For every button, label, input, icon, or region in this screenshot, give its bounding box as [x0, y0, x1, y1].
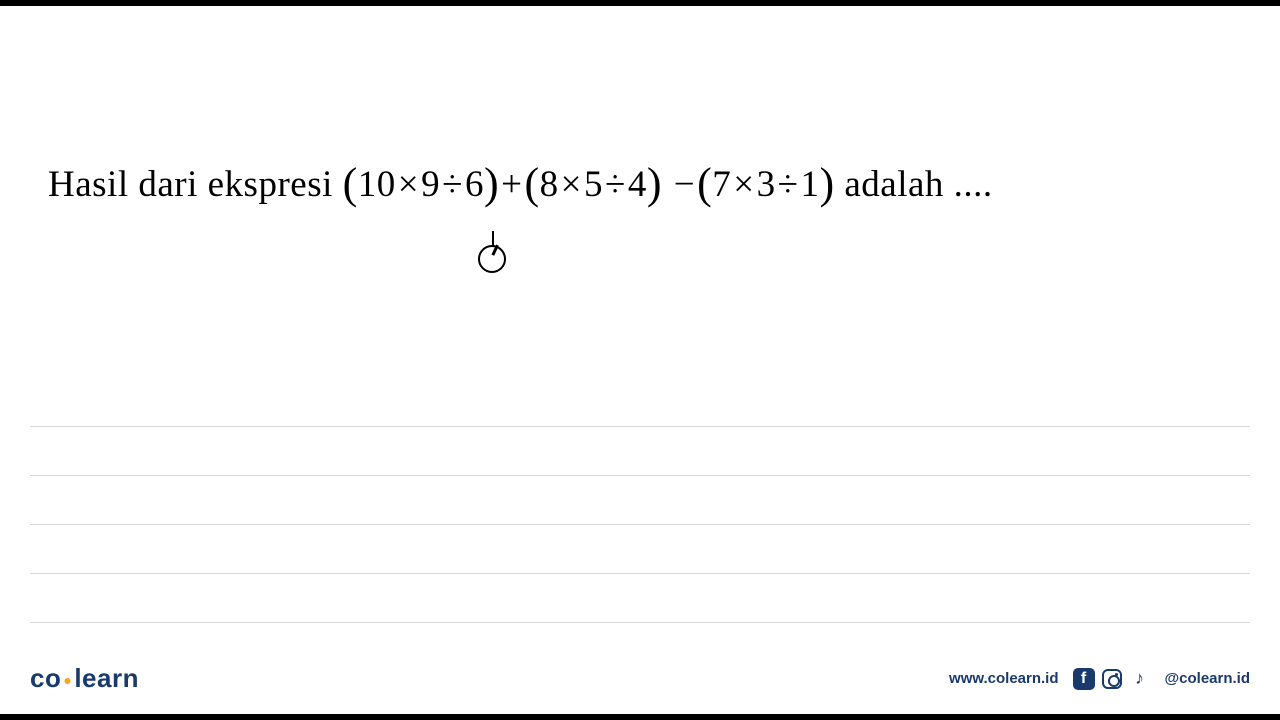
footer: co●learn www.colearn.id f ♪ @colearn.id	[30, 663, 1250, 694]
facebook-icon: f	[1073, 668, 1095, 690]
annotation-circle	[478, 245, 506, 273]
main-frame: Hasil dari ekspresi (10×9÷6)+(8×5÷4) −(7…	[0, 6, 1280, 714]
expr3-b: 3	[757, 164, 776, 205]
social-handle: @colearn.id	[1165, 670, 1250, 687]
mult-1: ×	[398, 164, 419, 205]
question-prefix: Hasil dari ekspresi	[48, 164, 343, 205]
expr2-c: 4	[628, 164, 647, 205]
logo-dot: ●	[63, 672, 72, 688]
lparen-2: (	[525, 159, 540, 208]
ruled-line	[30, 573, 1250, 574]
logo-part2: learn	[74, 663, 139, 693]
colearn-logo: co●learn	[30, 663, 139, 694]
expr3-a: 7	[712, 164, 731, 205]
annotation-stem	[492, 231, 494, 246]
expr2-b: 5	[584, 164, 603, 205]
ruled-line	[30, 524, 1250, 525]
plus-op: +	[501, 164, 522, 205]
expr1-a: 10	[358, 164, 396, 205]
ruled-line	[30, 426, 1250, 427]
minus-op: −	[674, 164, 695, 205]
lparen-1: (	[343, 159, 358, 208]
ruled-line	[30, 622, 1250, 623]
ruled-line	[30, 475, 1250, 476]
question-suffix: adalah ....	[835, 164, 993, 205]
mult-3: ×	[733, 164, 754, 205]
div-3: ÷	[778, 164, 799, 205]
expr2-a: 8	[540, 164, 559, 205]
tiktok-icon: ♪	[1129, 668, 1151, 690]
expr3-c: 1	[800, 164, 819, 205]
cursor-annotation	[478, 231, 510, 276]
instagram-icon	[1101, 668, 1123, 690]
expr1-b: 9	[421, 164, 440, 205]
logo-part1: co	[30, 663, 61, 693]
div-1: ÷	[442, 164, 463, 205]
footer-right: www.colearn.id f ♪ @colearn.id	[949, 668, 1250, 690]
lparen-3: (	[697, 159, 712, 208]
mult-2: ×	[561, 164, 582, 205]
rparen-2: )	[647, 159, 662, 208]
question-text: Hasil dari ekspresi (10×9÷6)+(8×5÷4) −(7…	[48, 156, 1232, 207]
ruled-lines	[30, 426, 1250, 671]
website-url: www.colearn.id	[949, 670, 1058, 687]
rparen-1: )	[484, 159, 499, 208]
social-icons: f ♪	[1073, 668, 1151, 690]
expr1-c: 6	[465, 164, 484, 205]
rparen-3: )	[819, 159, 834, 208]
div-2: ÷	[605, 164, 626, 205]
